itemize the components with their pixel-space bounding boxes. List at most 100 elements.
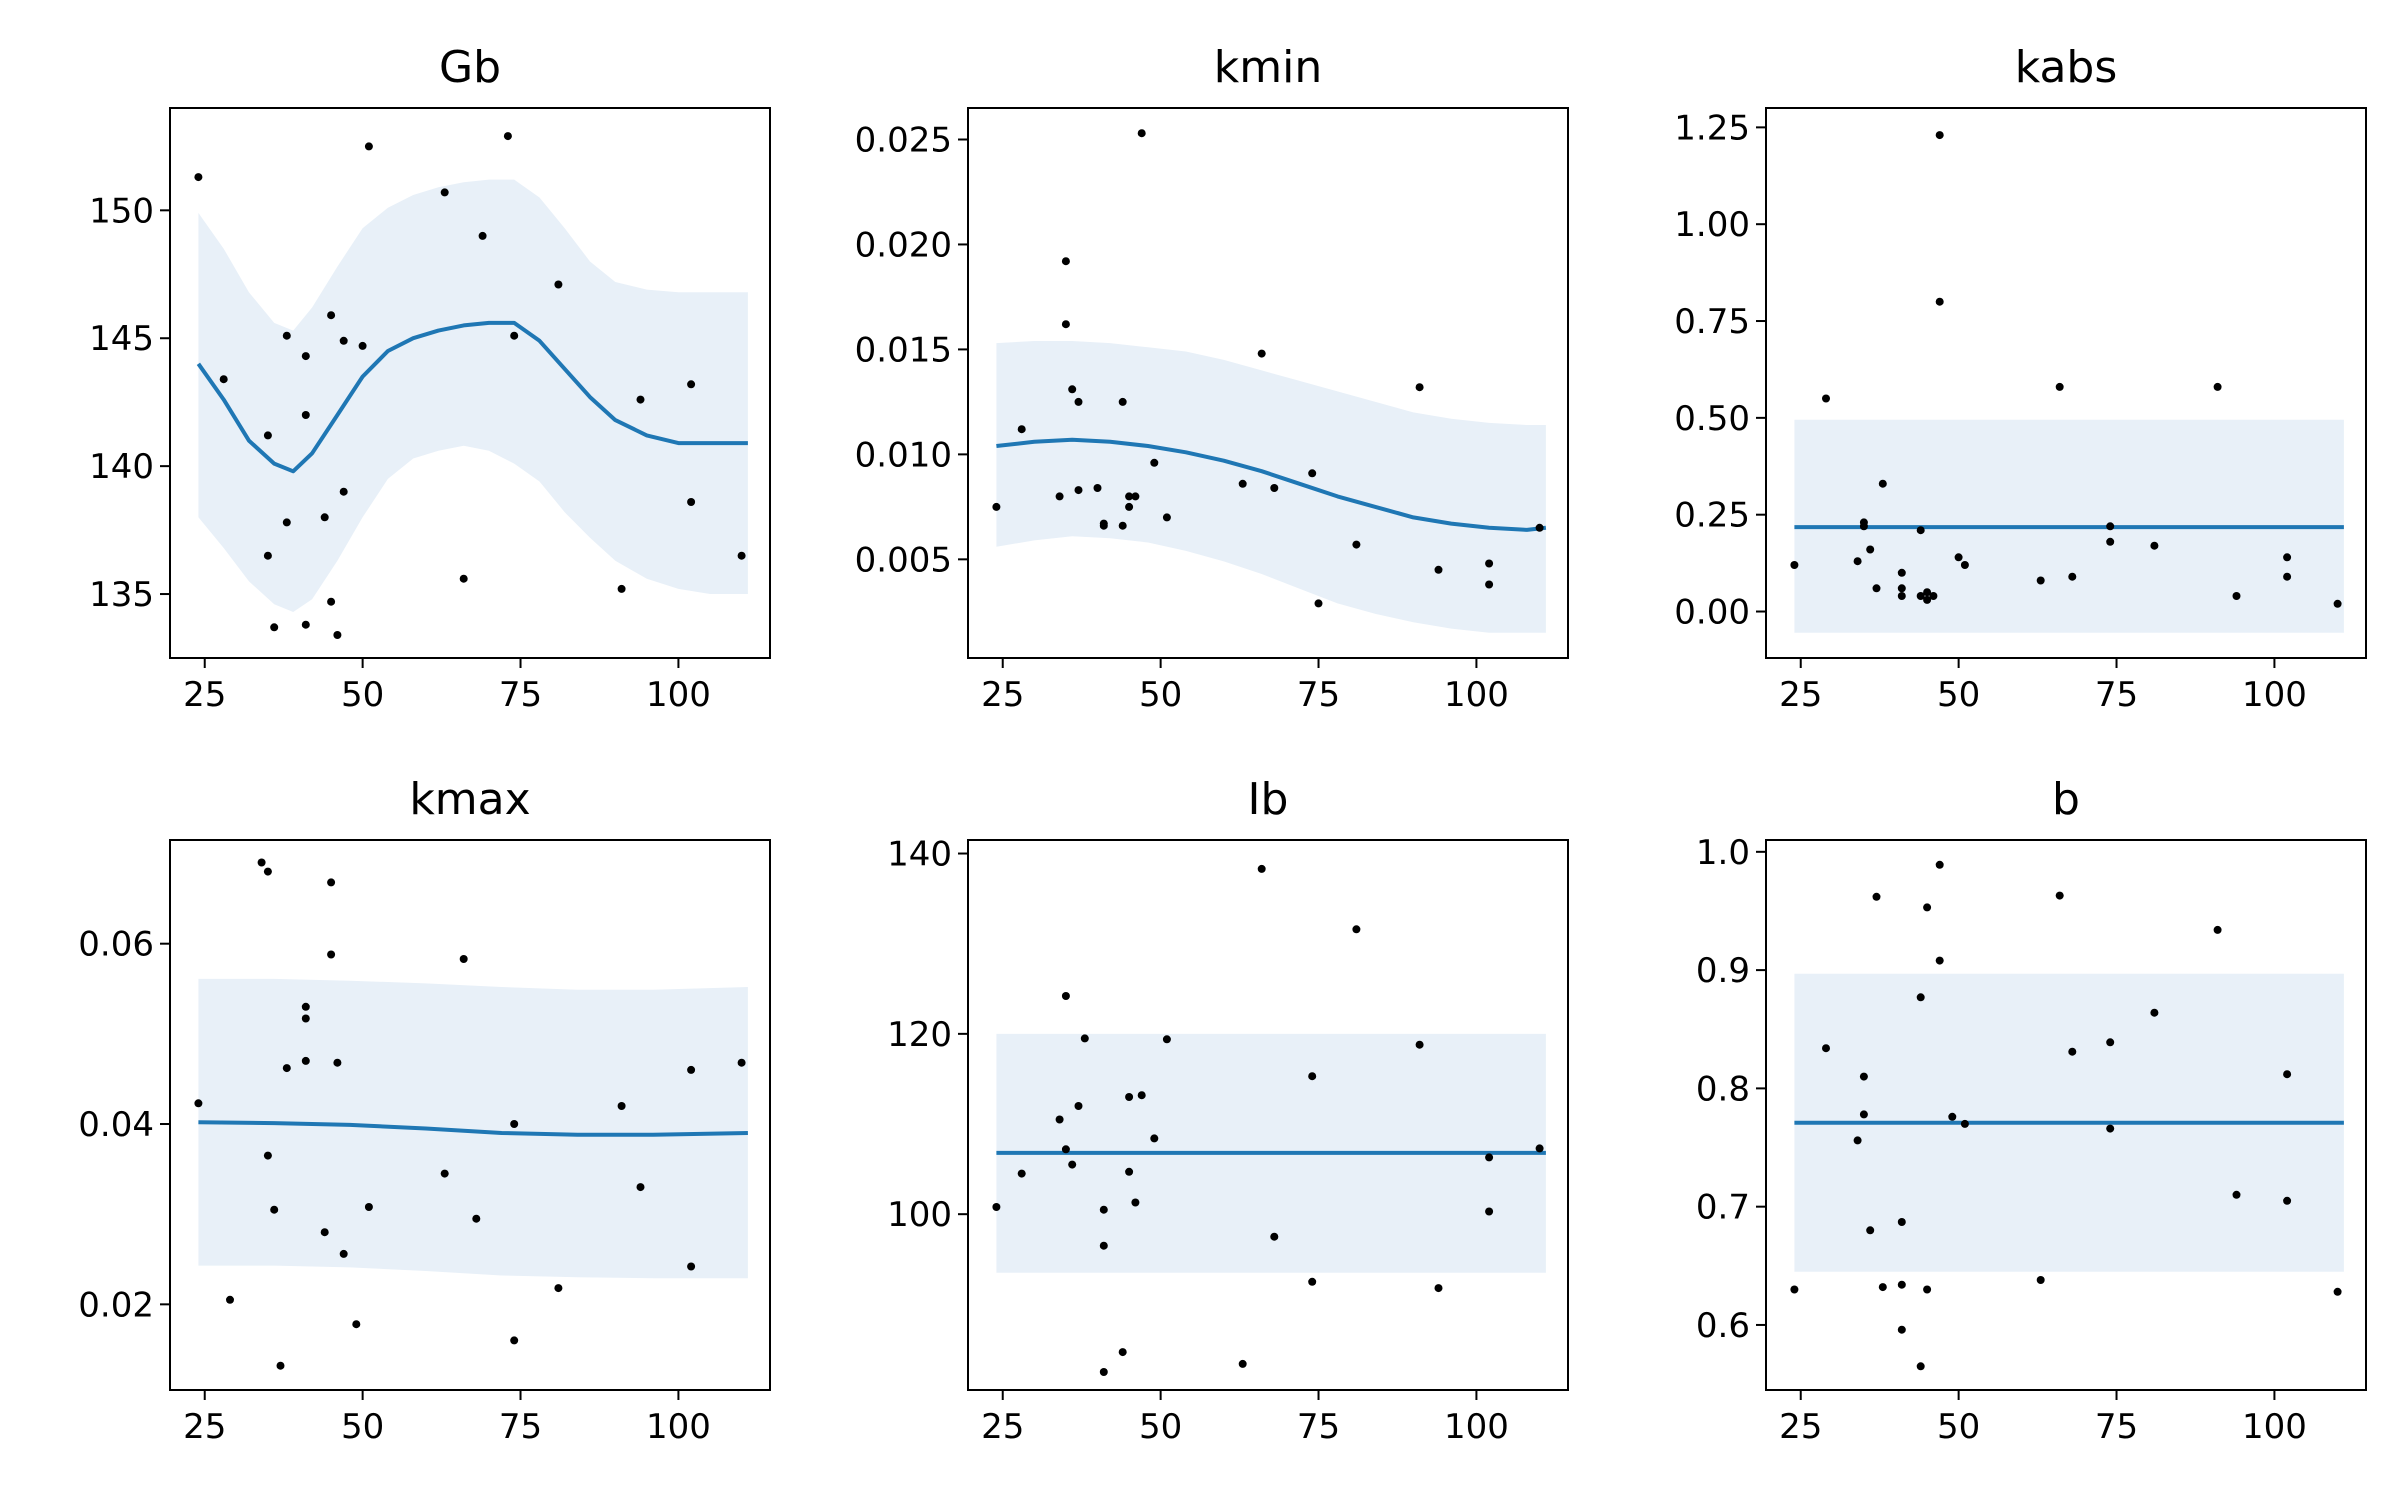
data-point [301, 1056, 310, 1065]
data-point [1118, 1348, 1127, 1357]
data-point [339, 487, 348, 496]
data-point [1308, 1277, 1317, 1286]
x-tick-label: 25 [1779, 675, 1822, 715]
data-point [1099, 1368, 1108, 1376]
data-point [1308, 469, 1317, 478]
data-point [282, 331, 291, 340]
data-point [339, 1249, 348, 1258]
data-point [1131, 1198, 1140, 1207]
subplot-title: Ib [1248, 774, 1289, 825]
data-point [263, 431, 272, 440]
data-point [1055, 492, 1064, 501]
x-tick-label: 100 [1444, 1407, 1509, 1447]
axes-frame [967, 107, 1569, 659]
data-point [617, 584, 626, 593]
data-point [1790, 1285, 1799, 1294]
data-point [1137, 1091, 1146, 1100]
data-point [327, 878, 336, 887]
y-tick-label: 0.7 [1696, 1188, 1750, 1228]
subplot-ib: Ib 25 50 75 100 100 120 140 [887, 774, 1569, 1447]
data-point [1150, 458, 1159, 467]
data-point [327, 950, 336, 959]
data-point [1872, 892, 1881, 901]
subplot-title: Gb [439, 42, 501, 93]
data-point [440, 188, 449, 197]
x-tick-label: 75 [1297, 1407, 1340, 1447]
data-point [1853, 557, 1862, 566]
x-tick-label: 75 [499, 675, 542, 715]
data-point [1131, 492, 1140, 501]
data-point [2068, 572, 2077, 581]
data-point [263, 867, 272, 876]
data-point [503, 132, 512, 141]
axes-frame [1765, 107, 2367, 659]
data-point [1935, 131, 1944, 140]
y-tick-label: 0.50 [1674, 399, 1750, 439]
y-tick-label: 0.010 [855, 435, 952, 475]
data-point [2232, 1190, 2241, 1199]
y-tick-label: 120 [887, 1015, 952, 1055]
data-point [2036, 576, 2045, 585]
subplot-title: kmax [409, 774, 530, 825]
data-point [1150, 1134, 1159, 1143]
data-point [478, 231, 487, 240]
data-point [687, 1262, 696, 1271]
data-point [1099, 1241, 1108, 1250]
data-point [2283, 1070, 2292, 1079]
x-tick-label: 75 [1297, 675, 1340, 715]
data-point [1074, 486, 1083, 495]
data-point [1859, 522, 1868, 531]
subplot-kmax: kmax 25 50 75 100 0.02 0.04 0.06 [78, 774, 771, 1447]
data-point [1923, 588, 1932, 597]
x-tick-label: 100 [646, 675, 711, 715]
data-point [194, 1099, 203, 1108]
data-point [1434, 1284, 1443, 1293]
data-point [276, 1361, 285, 1370]
data-point [1099, 521, 1108, 530]
data-point [1061, 320, 1070, 329]
data-point [992, 502, 1001, 511]
data-point [2055, 891, 2064, 900]
data-point [1074, 1102, 1083, 1110]
data-point [1916, 1362, 1925, 1371]
data-point [1017, 425, 1026, 434]
subplot-title: b [2052, 774, 2080, 825]
y-tick-label: 0.025 [855, 120, 952, 160]
data-point [1866, 1226, 1875, 1235]
data-point [2333, 1287, 2342, 1296]
data-point [333, 631, 342, 639]
data-point [194, 173, 203, 182]
data-point [1099, 1205, 1108, 1214]
data-point [1929, 592, 1938, 600]
data-point [1822, 394, 1830, 403]
data-point [1061, 1145, 1070, 1154]
x-tick-label: 100 [2242, 675, 2307, 715]
data-point [1485, 1207, 1494, 1216]
data-point [2150, 541, 2159, 550]
data-point [1872, 584, 1881, 593]
confidence-band [198, 978, 748, 1279]
data-point [554, 280, 563, 289]
data-point [1434, 565, 1443, 574]
data-point [2106, 537, 2115, 546]
data-point [2283, 553, 2292, 562]
data-point [510, 1336, 519, 1345]
data-point [1853, 1136, 1862, 1145]
data-point [617, 1102, 626, 1110]
data-point [1162, 1035, 1171, 1044]
data-point [1074, 397, 1083, 406]
subplot-kmin: kmin 25 50 75 100 0.005 0.010 0.015 0.020 0.025 [855, 42, 1569, 715]
data-point [2232, 592, 2241, 600]
data-point [992, 1203, 1001, 1211]
data-point [2106, 1038, 2115, 1047]
data-point [1897, 592, 1906, 600]
data-point [1125, 1093, 1134, 1101]
data-point [339, 336, 348, 345]
y-tick-label: 0.8 [1696, 1069, 1750, 1109]
data-point [270, 623, 279, 632]
data-point [364, 142, 373, 151]
y-tick-label: 0.00 [1674, 593, 1750, 633]
data-point [2068, 1047, 2077, 1056]
subplot-gb: Gb 25 50 75 100 135 140 145 150 [89, 42, 771, 715]
